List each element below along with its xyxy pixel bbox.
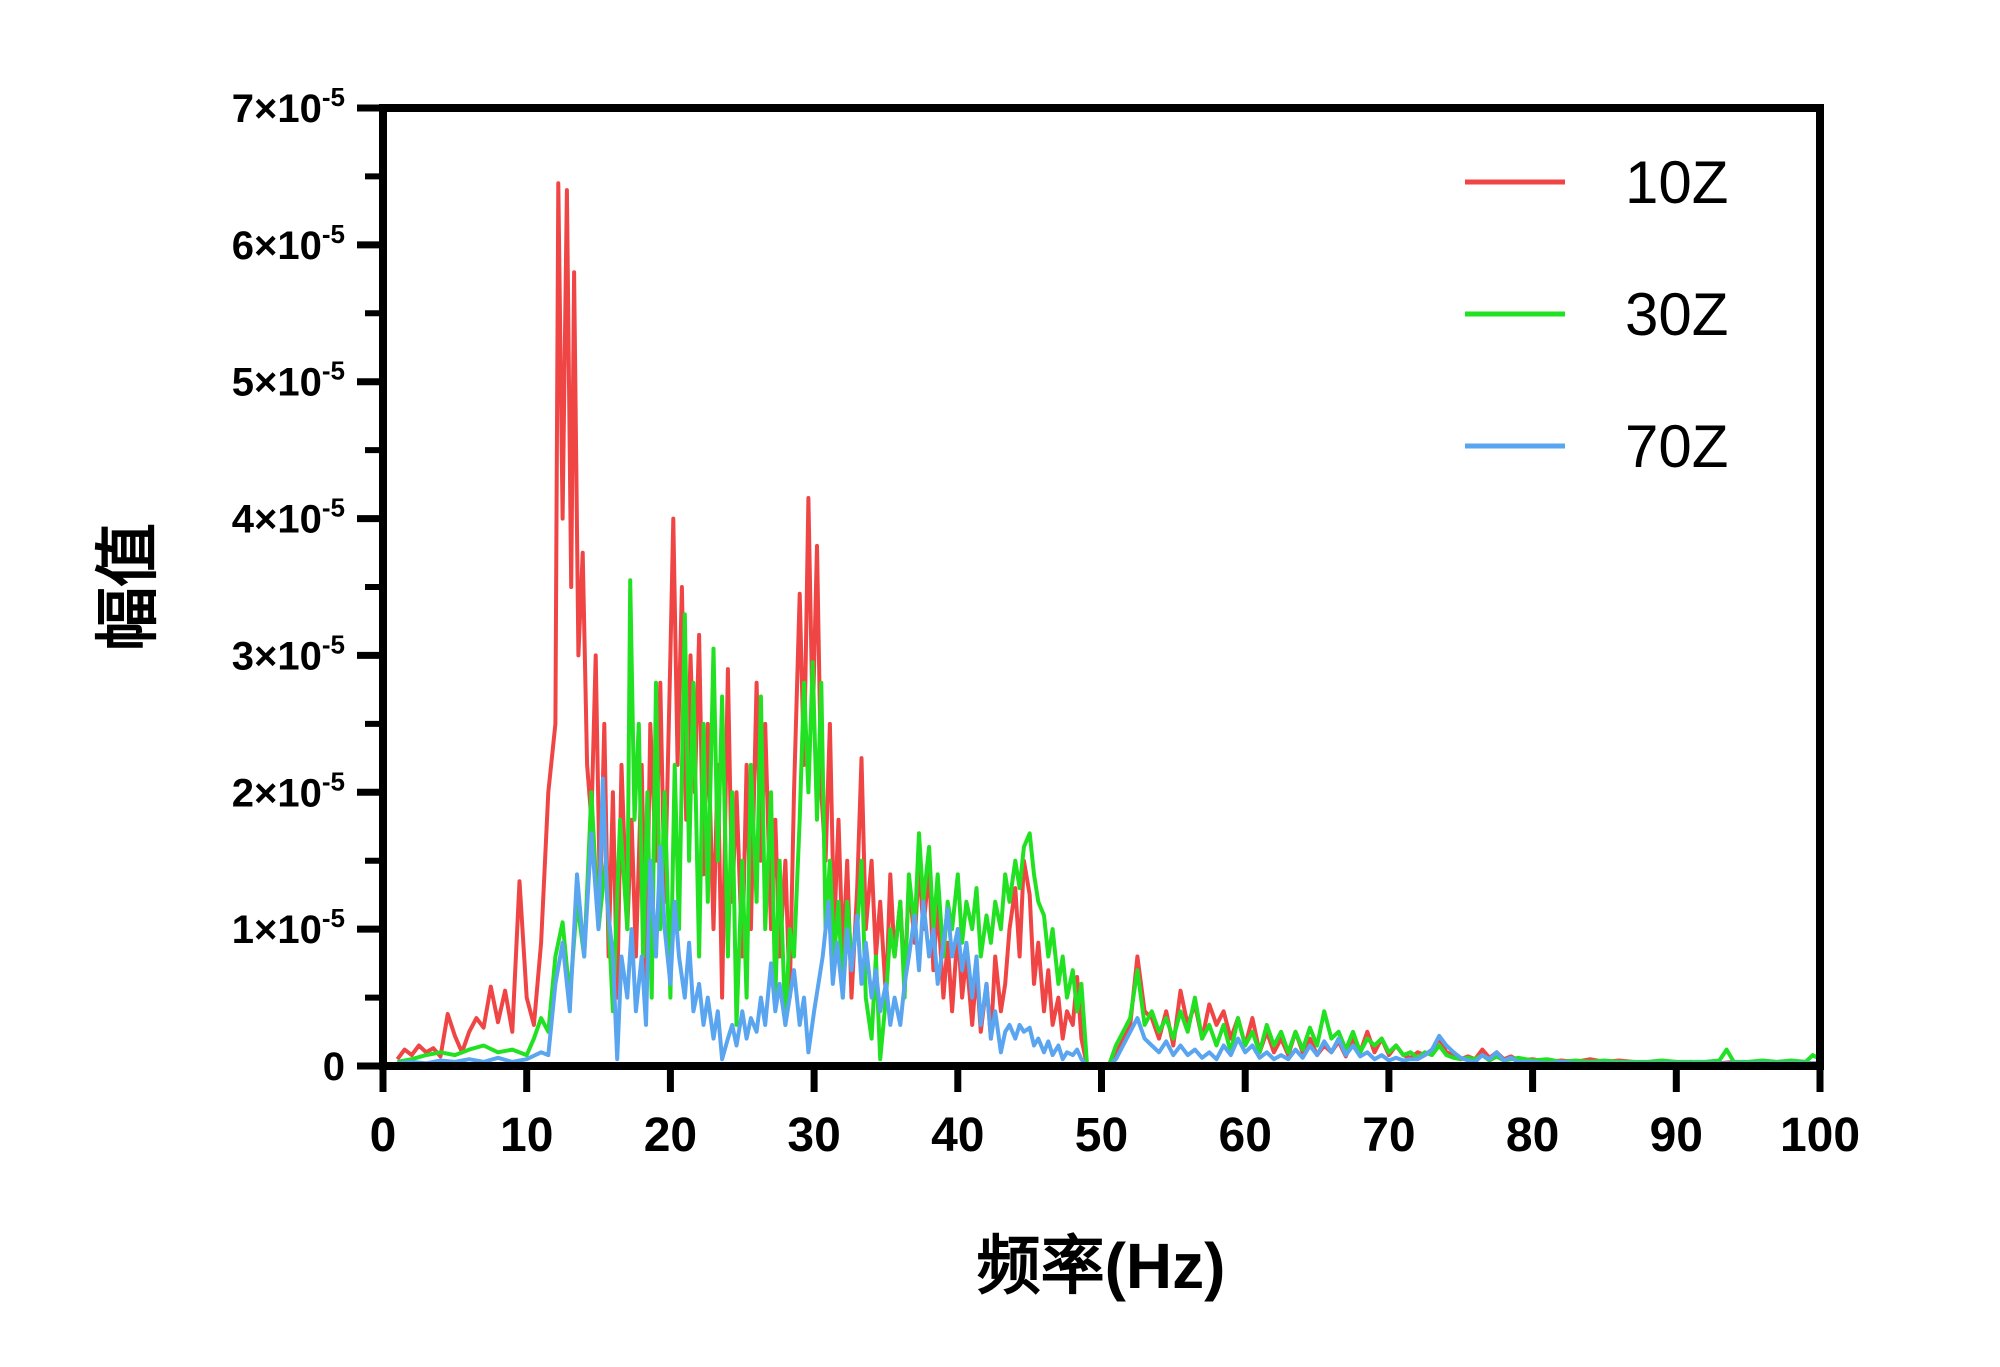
x-tick-label: 90 — [1650, 1109, 1703, 1162]
x-tick-label: 30 — [787, 1109, 840, 1162]
x-tick-label: 20 — [644, 1109, 697, 1162]
series-layer — [395, 181, 1821, 1068]
x-tick-label: 60 — [1219, 1109, 1272, 1162]
y-tick-label: 2×10-5 — [232, 766, 345, 815]
x-tick-label: 100 — [1780, 1109, 1860, 1162]
x-tick-label: 70 — [1362, 1109, 1415, 1162]
legend-label-30Z: 30Z — [1625, 281, 1728, 348]
x-tick-label: 40 — [931, 1109, 984, 1162]
legend-label-70Z: 70Z — [1625, 413, 1728, 480]
legend-label-10Z: 10Z — [1625, 149, 1728, 216]
x-tick-label: 0 — [370, 1109, 397, 1162]
y-tick-label: 0 — [323, 1045, 345, 1089]
x-tick-label: 10 — [500, 1109, 553, 1162]
x-axis-title: 频率(Hz) — [977, 1230, 1226, 1302]
series-line-10Z — [395, 181, 1820, 1068]
series-line-30Z — [397, 578, 1821, 1068]
legend: 10Z 30Z 70Z — [1465, 149, 1728, 480]
x-tick-label: 50 — [1075, 1109, 1128, 1162]
x-axis-ticks: 0 10 20 30 40 50 60 70 80 90 100 — [370, 1066, 1860, 1162]
y-axis-title: 幅值 — [92, 523, 164, 651]
series-line-70Z — [397, 776, 1820, 1068]
x-tick-label: 80 — [1506, 1109, 1559, 1162]
